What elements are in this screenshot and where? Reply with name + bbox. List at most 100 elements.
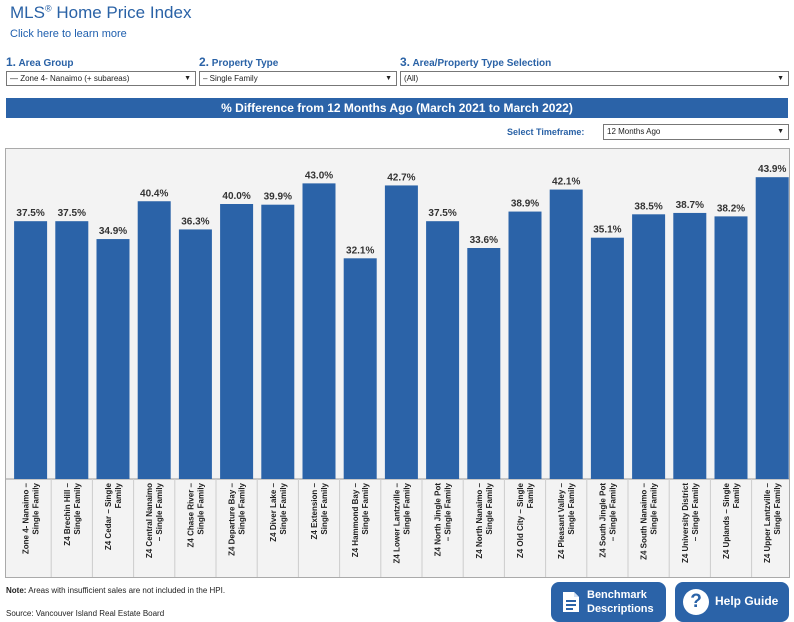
note: Note: Areas with insufficient sales are … [6,586,226,595]
data-label-11: 33.6% [470,235,498,246]
bar-1[interactable] [55,221,89,479]
category-label-line: Z4 North Jingle Pot [434,483,443,557]
learn-more-link[interactable]: Click here to learn more [10,28,127,40]
category-label-16: Z4 University District – Single Family [681,482,700,563]
bar-12[interactable] [508,211,542,479]
category-label-line: Single Family [73,482,82,534]
registered-mark: ® [44,3,52,14]
data-label-5: 40.0% [222,191,250,202]
bar-17[interactable] [714,216,748,479]
category-label-13: Z4 Pleasant Valley – Single Family [557,482,576,559]
timeframe-label: Select Timeframe: [507,127,585,137]
bar-11[interactable] [467,248,501,479]
data-label-8: 32.1% [346,245,374,256]
bar-7[interactable] [302,183,336,479]
question-icon: ? [683,589,709,615]
source: Source: Vancouver Island Real Estate Boa… [6,609,165,618]
data-label-13: 42.1% [552,177,580,188]
data-label-4: 36.3% [181,216,209,227]
category-label-line: – Single Family [608,482,617,541]
chart-area: 37.5% Zone 4- Nanaimo – Single Family 37.5%… [5,148,790,578]
category-label-line: Z4 Diver Lake – [269,482,278,541]
category-label-line: – Single Family [691,482,700,541]
category-label-line: Z4 South Jingle Pot [598,483,607,558]
bar-3[interactable] [137,201,171,479]
category-label-4: Z4 Chase River – Single Family [186,482,205,547]
area-property-select[interactable]: (All) ▼ [400,71,789,86]
category-label-8: Z4 Hammond Bay – Single Family [351,482,370,557]
data-label-0: 37.5% [16,208,44,219]
category-label-line: Single Family [238,482,247,534]
document-icon [563,592,579,612]
category-label-2: Z4 Cedar – Single Family [104,482,123,550]
category-label-line: Family [526,482,535,508]
bar-13[interactable] [549,189,583,479]
category-label-1: Z4 Brechin Hill – Single Family [63,482,82,545]
chevron-down-icon: ▼ [385,75,392,82]
benchmark-descriptions-button[interactable]: Benchmark Descriptions [551,582,666,622]
bar-0[interactable] [14,221,48,479]
data-label-18: 43.9% [758,164,786,175]
data-label-3: 40.4% [140,188,168,199]
timeframe-select[interactable]: 12 Months Ago ▼ [603,124,789,140]
chart-title: % Difference from 12 Months Ago (March 2… [6,98,788,118]
category-label-line: Z4 North Nanaimo – [475,482,484,558]
area-group-select[interactable]: — Zone 4- Nanaimo (+ subareas) ▼ [6,71,196,86]
category-label-line: Single Family [773,482,782,534]
data-label-7: 43.0% [305,170,333,181]
category-label-line: Z4 Extension – [310,482,319,539]
category-label-line: Zone 4- Nanaimo – [22,482,31,554]
chevron-down-icon: ▼ [777,128,784,135]
property-type-selector: 2. Property Type – Single Family ▼ [199,55,397,86]
bar-15[interactable] [632,214,666,479]
data-label-1: 37.5% [58,208,86,219]
category-label-line: – Single Family [444,482,453,541]
category-label-line: – Single Family [155,482,164,541]
property-type-select[interactable]: – Single Family ▼ [199,71,397,86]
category-label-6: Z4 Diver Lake – Single Family [269,482,288,541]
bar-18[interactable] [755,177,789,479]
bar-16[interactable] [673,212,707,479]
data-label-6: 39.9% [264,192,292,203]
category-label-line: Z4 Pleasant Valley – [557,482,566,559]
category-label-14: Z4 South Jingle Pot – Single Family [598,482,617,557]
category-label-line: Z4 Departure Bay – [228,482,237,555]
data-label-10: 37.5% [428,208,456,219]
data-label-17: 38.2% [717,203,745,214]
category-label-11: Z4 North Nanaimo – Single Family [475,482,494,558]
category-label-line: Single Family [485,482,494,534]
app-title-text: MLS [10,3,45,22]
data-label-2: 34.9% [99,226,127,237]
data-label-9: 42.7% [387,172,415,183]
bar-14[interactable] [590,237,624,479]
category-label-line: Z4 Lower Lantzville – [392,482,401,563]
area-group-label: 1. Area Group [6,55,74,69]
category-label-line: Z4 Cedar – Single [104,482,113,550]
bar-6[interactable] [261,204,295,479]
bar-5[interactable] [220,204,254,479]
bar-9[interactable] [384,185,418,479]
bar-8[interactable] [343,258,377,479]
category-label-line: Single Family [320,482,329,534]
category-label-line: Z4 University District [681,483,690,563]
property-type-label: 2. Property Type [199,55,279,69]
category-label-line: Z4 Uplands – Single [722,482,731,559]
category-label-line: Single Family [196,482,205,534]
category-label-17: Z4 Uplands – Single Family [722,482,741,559]
bar-2[interactable] [96,239,130,479]
bar-4[interactable] [178,229,212,479]
category-label-line: Single Family [402,482,411,534]
area-group-selector: 1. Area Group — Zone 4- Nanaimo (+ subar… [6,55,196,86]
category-label-18: Z4 Upper Lantzville – Single Family [763,482,782,563]
category-label-line: Single Family [361,482,370,534]
app-title-rest: Home Price Index [51,3,192,22]
help-guide-button[interactable]: ? Help Guide [675,582,789,622]
data-label-14: 35.1% [593,225,621,236]
bar-10[interactable] [426,221,460,479]
category-label-7: Z4 Extension – Single Family [310,482,329,539]
data-label-16: 38.7% [676,200,704,211]
category-label-3: Z4 Central Nanaimo – Single Family [145,482,164,558]
area-property-selector: 3. Area/Property Type Selection (All) ▼ [400,55,789,86]
category-label-line: Z4 South Nanaimo – [640,482,649,559]
